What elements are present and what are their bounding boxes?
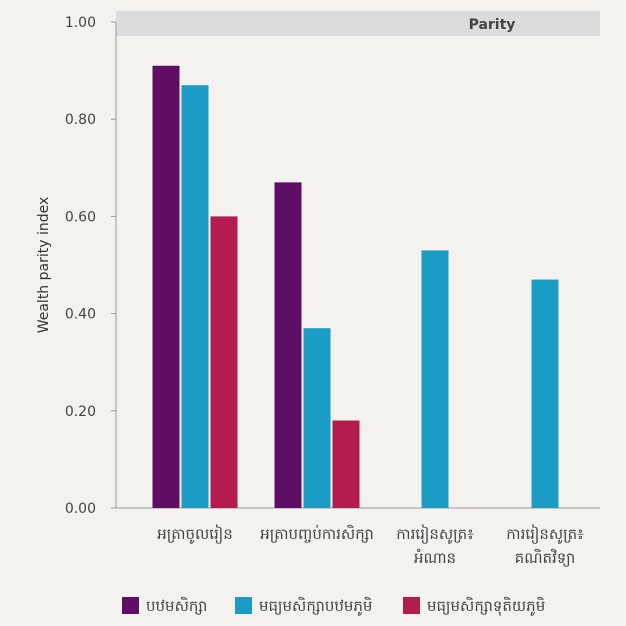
bar xyxy=(181,85,209,509)
legend-swatch xyxy=(403,597,420,614)
y-tick-label: 0.20 xyxy=(65,404,96,420)
bar xyxy=(152,65,180,509)
legend-swatch xyxy=(235,597,252,614)
legend-label: មធ្យមសិក្សាទុតិយភូមិ xyxy=(427,596,545,616)
category-labels: អត្រាចូលរៀន អត្រាបញ្ចប់ការសិក្សា ការរៀនសូត… xyxy=(157,524,584,567)
y-axis-label: Wealth parity index xyxy=(36,197,52,334)
parity-band-label: Parity xyxy=(469,17,516,33)
y-tick-label: 0.00 xyxy=(65,501,96,517)
legend-label: បឋមសិក្សា xyxy=(146,596,207,615)
bar xyxy=(531,279,559,508)
legend: បឋមសិក្សា មធ្យមសិក្សាបឋមភូមិ មធ្យមសិក្សាទុ… xyxy=(122,596,545,616)
bar xyxy=(303,328,331,508)
y-tick-label: 0.40 xyxy=(65,307,96,323)
parity-band xyxy=(116,11,600,36)
axes: 0.00 0.20 0.40 0.60 0.80 1.00 xyxy=(65,15,600,517)
y-tick-label: 0.80 xyxy=(65,112,96,128)
y-tick-label: 0.60 xyxy=(65,209,96,225)
bars xyxy=(152,65,559,509)
legend-item: មធ្យមសិក្សាទុតិយភូមិ xyxy=(403,596,545,616)
bar xyxy=(332,420,360,508)
category-label: អត្រាចូលរៀន xyxy=(157,524,233,544)
category-label: ការរៀនសូត្រ៖អំណាន xyxy=(396,524,474,567)
legend-item: បឋមសិក្សា xyxy=(122,596,207,615)
bar xyxy=(421,250,449,509)
bar xyxy=(274,182,302,508)
bar xyxy=(210,216,238,508)
legend-swatch xyxy=(122,597,139,614)
legend-item: មធ្យមសិក្សាបឋមភូមិ xyxy=(235,596,372,616)
category-label: ការរៀនសូត្រ៖គណិតវិទ្យា xyxy=(506,524,584,567)
category-label: អត្រាបញ្ចប់ការសិក្សា xyxy=(260,524,373,543)
legend-label: មធ្យមសិក្សាបឋមភូមិ xyxy=(259,596,372,616)
y-tick-label: 1.00 xyxy=(65,15,96,31)
